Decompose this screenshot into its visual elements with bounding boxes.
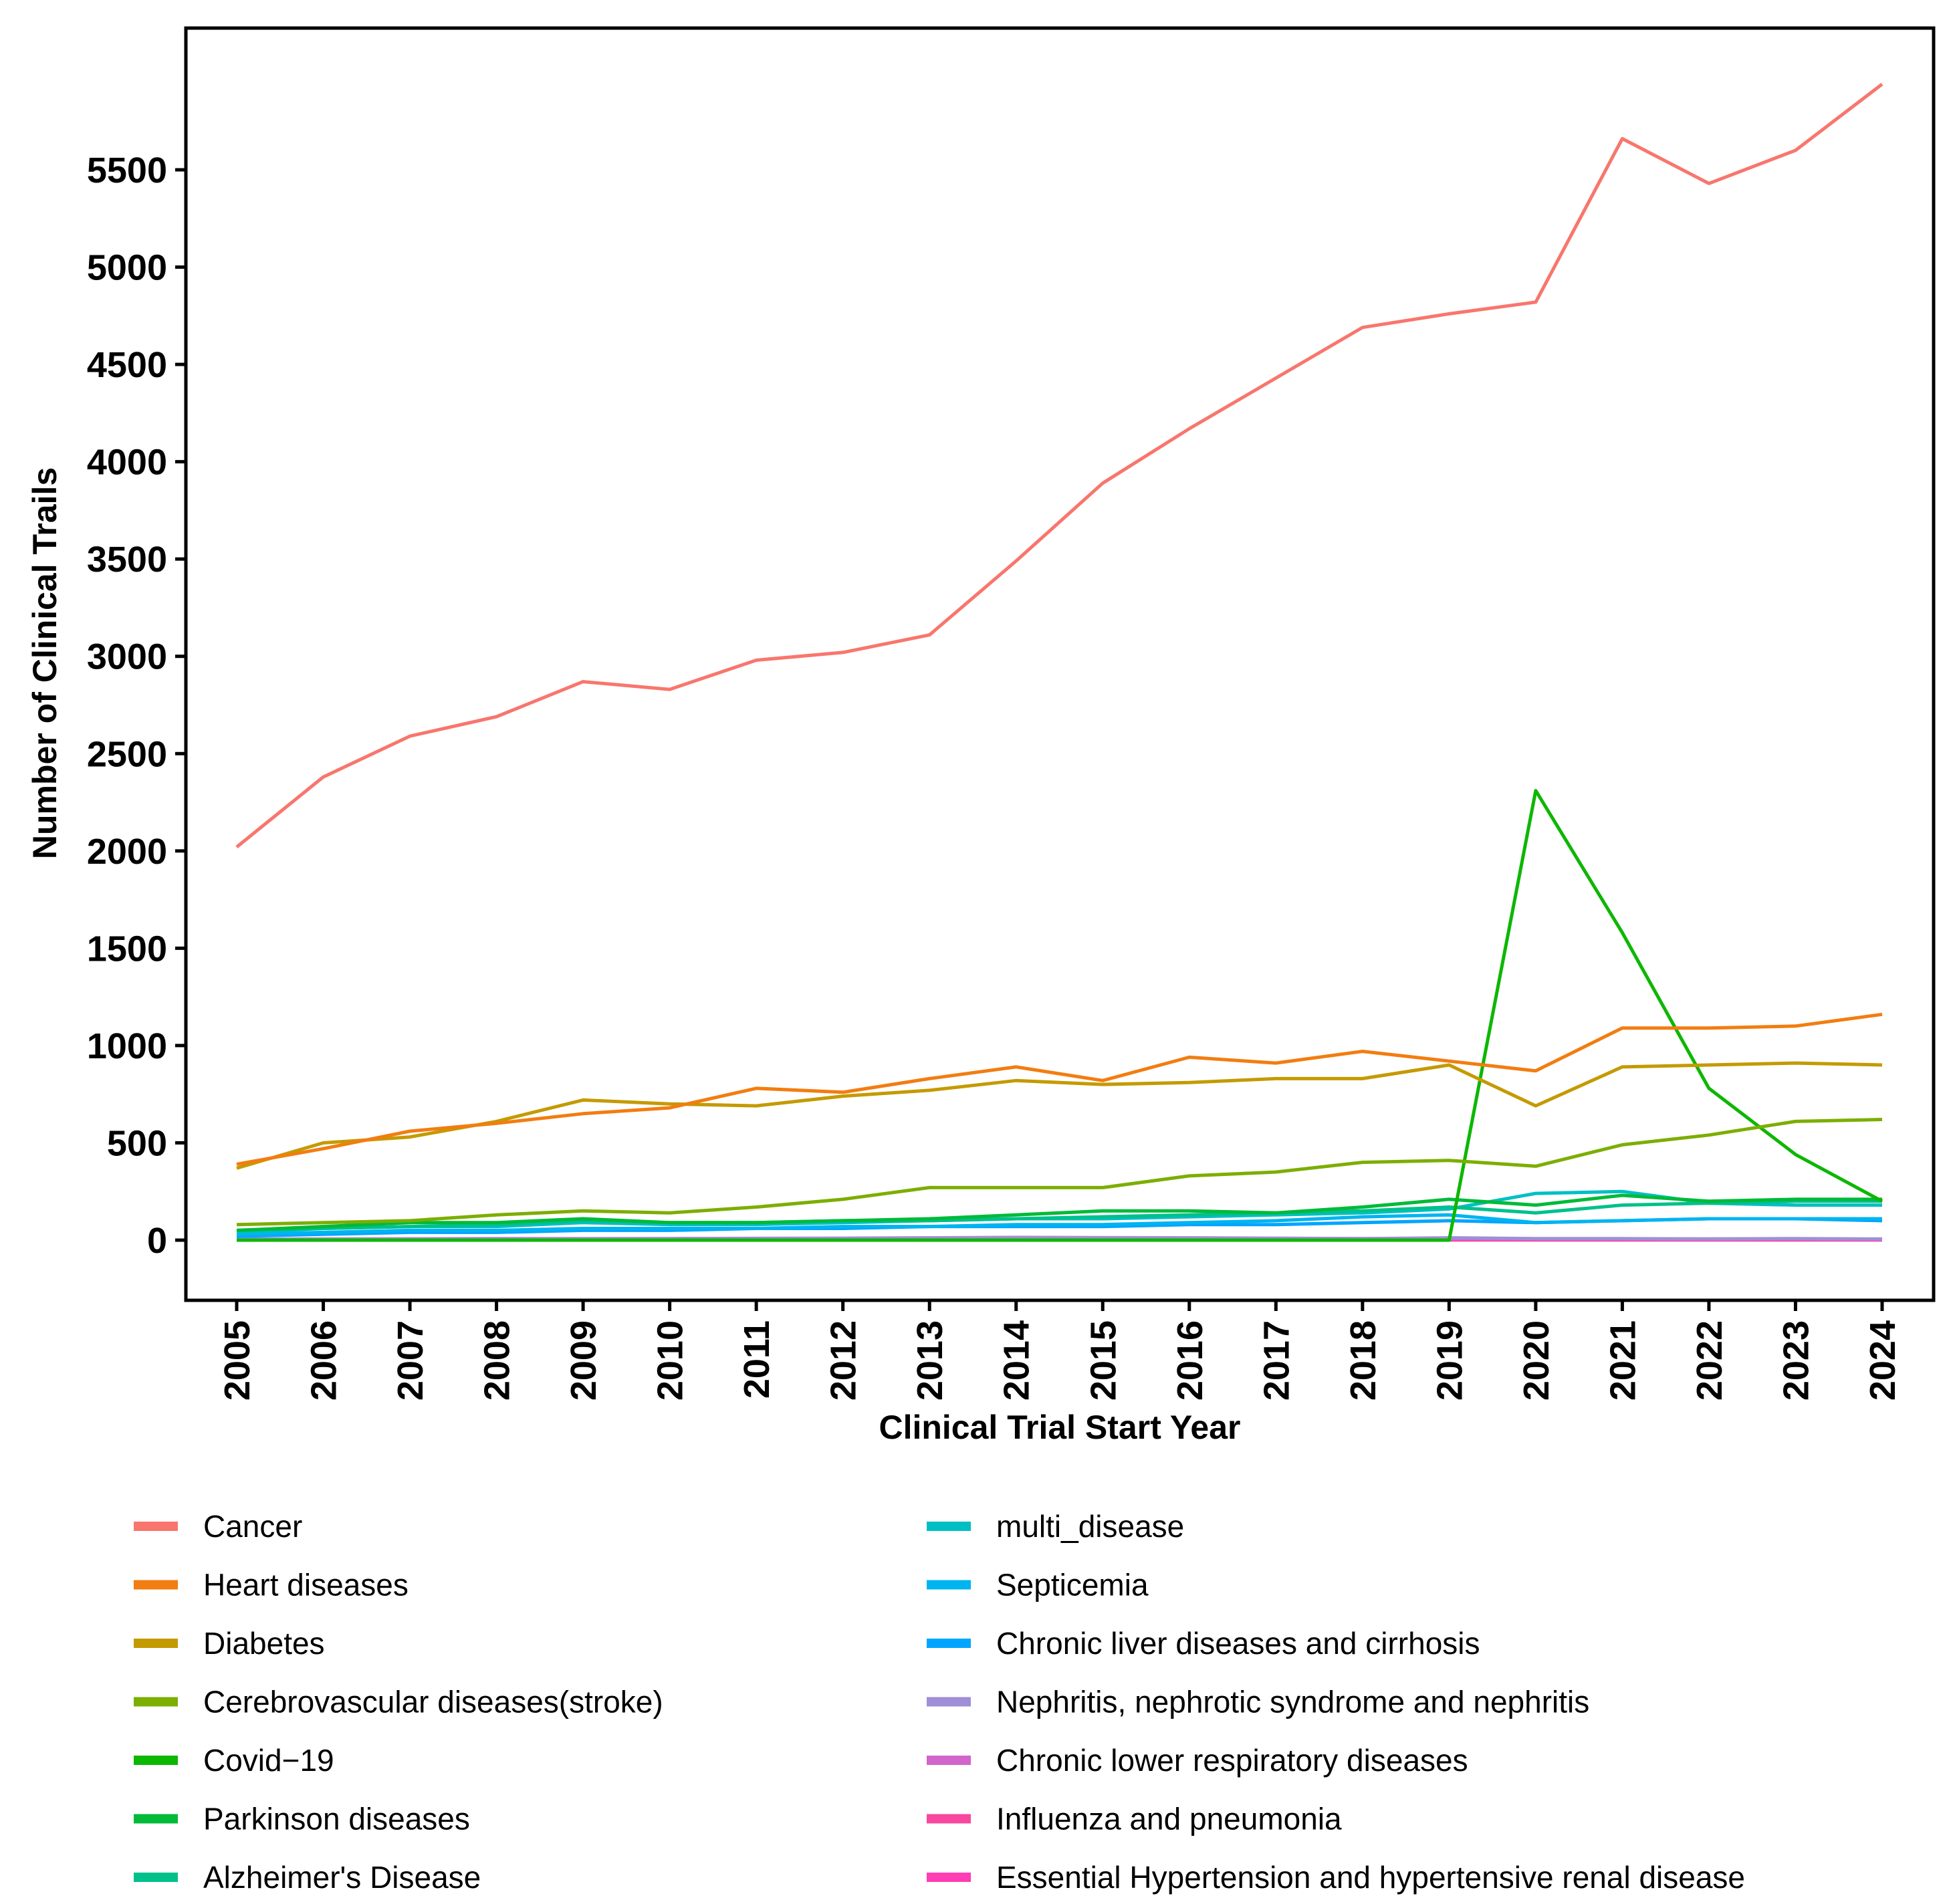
legend-key — [134, 1873, 178, 1882]
y-tick-label: 5500 — [87, 150, 167, 191]
y-tick-label: 3000 — [87, 637, 167, 677]
x-tick-label: 2018 — [1343, 1320, 1383, 1401]
legend-label: Essential Hypertension and hypertensive … — [996, 1860, 1745, 1895]
legend-item: Covid−19 — [134, 1743, 334, 1778]
x-tick-label: 2012 — [824, 1320, 864, 1401]
legend-label: Diabetes — [203, 1626, 325, 1661]
x-tick-label: 2007 — [390, 1320, 431, 1401]
legend-item: Chronic lower respiratory diseases — [927, 1743, 1468, 1778]
x-tick-label: 2005 — [217, 1320, 257, 1401]
legend-label: Cerebrovascular diseases(stroke) — [203, 1685, 663, 1719]
legend-label: Heart diseases — [203, 1568, 409, 1602]
legend-key — [927, 1814, 971, 1824]
legend-label: Chronic liver diseases and cirrhosis — [996, 1626, 1480, 1661]
series-line-heart-diseases — [236, 1012, 1883, 1166]
y-tick-label: 3500 — [87, 540, 167, 580]
legend-key — [134, 1580, 178, 1590]
legend-item: multi_disease — [927, 1509, 1184, 1544]
x-tick-label: 2021 — [1603, 1320, 1643, 1401]
y-tick-label: 2000 — [87, 832, 167, 872]
y-tick-label: 1500 — [87, 929, 167, 969]
y-tick-label: 4500 — [87, 345, 167, 385]
legend-key — [134, 1522, 178, 1531]
series-line-cancer — [235, 82, 1883, 848]
legend: Cancer Heart diseases Diabetes Cerebrovascu… — [134, 1509, 1745, 1895]
plot-panel-border — [184, 26, 1936, 1302]
legend-item: Essential Hypertension and hypertensive … — [927, 1860, 1745, 1895]
x-tick-label: 2010 — [651, 1320, 691, 1401]
legend-item: Diabetes — [134, 1626, 325, 1661]
x-tick-label: 2009 — [564, 1320, 604, 1401]
legend-label: Parkinson diseases — [203, 1802, 470, 1836]
legend-item: Chronic liver diseases and cirrhosis — [927, 1626, 1480, 1661]
legend-key — [927, 1580, 971, 1590]
legend-key — [134, 1756, 178, 1765]
series-line-alzheimer-s-disease — [236, 1199, 1882, 1232]
legend-item: Cancer — [134, 1509, 302, 1544]
x-tick-label: 2014 — [997, 1320, 1037, 1401]
legend-item: Alzheimer's Disease — [134, 1860, 481, 1895]
x-tick-label: 2011 — [737, 1320, 777, 1399]
x-tick-label: 2020 — [1516, 1320, 1557, 1401]
x-tick-label: 2017 — [1256, 1320, 1296, 1401]
x-tick-label: 2023 — [1776, 1320, 1816, 1401]
x-axis-title: Clinical Trial Start Year — [879, 1409, 1240, 1446]
legend-label: Septicemia — [996, 1568, 1149, 1602]
y-tick-label: 0 — [147, 1221, 167, 1261]
x-axis: 2005 2006 2007 2008 2009 2010 2011 2012 2013 2014… — [217, 1300, 1903, 1401]
y-tick-label: 500 — [107, 1123, 167, 1163]
y-tick-label: 2500 — [87, 734, 167, 774]
x-tick-label: 2006 — [304, 1320, 344, 1401]
legend-label: Covid−19 — [203, 1743, 334, 1778]
y-axis: 0 500 1000 1500 2000 2500 3000 3500 4000 4500 5000… — [87, 150, 186, 1261]
x-tick-label: 2015 — [1083, 1320, 1123, 1401]
series-line-cerebrovascular-diseases-stroke — [236, 1118, 1883, 1227]
legend-item: Parkinson diseases — [134, 1802, 470, 1836]
series-line-covid-19 — [237, 789, 1883, 1242]
legend-key — [927, 1697, 971, 1707]
legend-item: Cerebrovascular diseases(stroke) — [134, 1685, 663, 1719]
legend-label: Cancer — [203, 1509, 302, 1544]
legend-item: Heart diseases — [134, 1568, 409, 1602]
x-tick-label: 2016 — [1170, 1320, 1210, 1401]
y-tick-label: 1000 — [87, 1026, 167, 1066]
legend-key — [927, 1639, 971, 1648]
series-line-diabetes — [236, 1061, 1883, 1170]
legend-item: Influenza and pneumonia — [927, 1802, 1342, 1836]
legend-label: Alzheimer's Disease — [203, 1860, 481, 1895]
y-tick-label: 5000 — [87, 248, 167, 288]
legend-label: Chronic lower respiratory diseases — [996, 1743, 1468, 1778]
x-tick-label: 2013 — [910, 1320, 950, 1401]
legend-item: Nephritis, nephrotic syndrome and nephri… — [927, 1685, 1589, 1719]
legend-label: Nephritis, nephrotic syndrome and nephri… — [996, 1685, 1589, 1719]
series-line-parkinson-diseases — [236, 1193, 1882, 1232]
legend-label: Influenza and pneumonia — [996, 1802, 1342, 1836]
legend-key — [927, 1522, 971, 1531]
legend-key — [134, 1697, 178, 1707]
x-tick-label: 2019 — [1429, 1320, 1470, 1401]
legend-key — [134, 1814, 178, 1824]
y-axis-title: Number of Clinical Trails — [26, 467, 64, 859]
x-tick-label: 2008 — [477, 1320, 518, 1401]
series-layer — [235, 82, 1883, 1242]
y-tick-label: 4000 — [87, 443, 167, 483]
legend-label: multi_disease — [996, 1509, 1184, 1544]
legend-key — [134, 1639, 178, 1648]
legend-item: Septicemia — [927, 1568, 1149, 1602]
series-line-septicemia — [236, 1213, 1882, 1236]
x-tick-label: 2024 — [1863, 1320, 1903, 1401]
legend-key — [927, 1873, 971, 1882]
x-tick-label: 2022 — [1690, 1320, 1730, 1401]
legend-key — [927, 1756, 971, 1765]
